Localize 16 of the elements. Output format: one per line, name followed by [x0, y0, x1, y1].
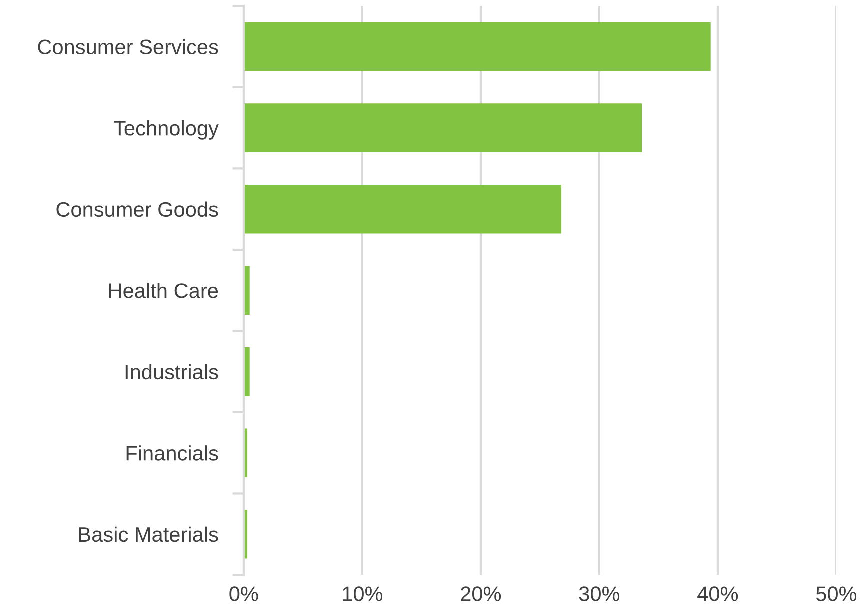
x-tick-label: 40%: [698, 586, 738, 602]
bar: [244, 22, 711, 72]
bar: [244, 184, 562, 234]
bar: [244, 104, 642, 152]
y-tick-label: Industrials: [126, 364, 218, 380]
y-tick-label: Financials: [126, 446, 218, 461]
y-tick-label: Consumer Services: [38, 39, 218, 55]
y-tick-label: Technology: [114, 120, 219, 140]
x-tick-label: 10%: [343, 586, 383, 602]
x-tick-label: 30%: [579, 586, 620, 602]
y-tick-label: Health Care: [109, 283, 218, 298]
y-tick-label: Basic Materials: [79, 526, 218, 542]
x-tick-label: 20%: [461, 586, 502, 602]
x-tick-label: 50%: [816, 586, 857, 602]
y-tick-label: Consumer Goods: [56, 202, 218, 218]
x-tick-label: 0%: [230, 586, 258, 602]
